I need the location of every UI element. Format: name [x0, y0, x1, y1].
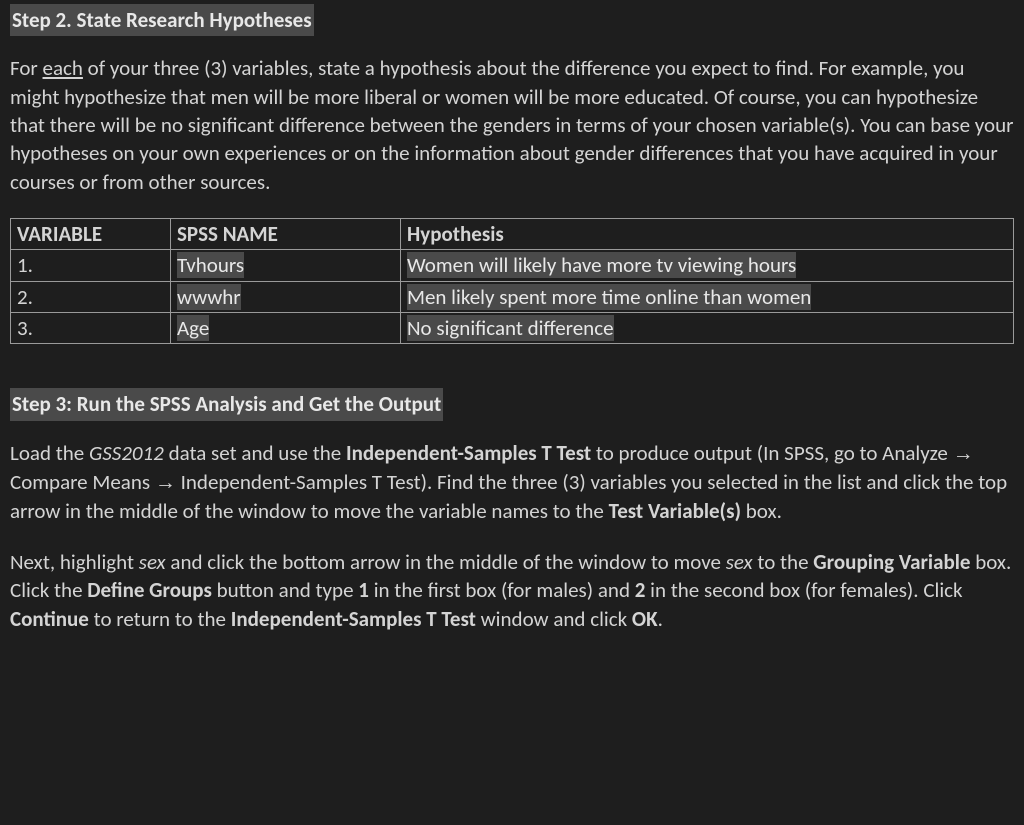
highlighted-text: Men likely spent more time online than w… [407, 284, 811, 310]
text: button and type [212, 577, 358, 603]
text: data set and use the [164, 440, 346, 466]
highlighted-text: Age [177, 315, 209, 341]
text: in the first box (for males) and [369, 577, 635, 603]
text: to return to the [89, 606, 231, 632]
cell-spss: wwwhr [171, 281, 401, 312]
cell-varnum: 1. [11, 250, 171, 281]
step2-paragraph: For each of your three (3) variables, st… [10, 54, 1014, 196]
step2-heading: Step 2. State Research Hypotheses [10, 4, 314, 36]
variables-table: VARIABLE SPSS NAME Hypothesis 1. Tvhours… [10, 218, 1014, 344]
text: . [658, 606, 663, 632]
cell-varnum: 2. [11, 281, 171, 312]
table-row: 2. wwwhr Men likely spent more time onli… [11, 281, 1014, 312]
text: in the second box (for females). Click [645, 577, 962, 603]
highlighted-text: Women will likely have more tv viewing h… [407, 252, 796, 278]
bold-define: Define Groups [87, 577, 212, 603]
bold-ok: OK [632, 606, 658, 632]
bold-isttest: Independent-Samples T Test [231, 606, 476, 632]
underlined-each: each [43, 55, 83, 81]
cell-hyp: Men likely spent more time online than w… [401, 281, 1014, 312]
col-header-variable: VARIABLE [11, 219, 171, 250]
table-header-row: VARIABLE SPSS NAME Hypothesis [11, 219, 1014, 250]
cell-hyp: Women will likely have more tv viewing h… [401, 250, 1014, 281]
step3-heading: Step 3: Run the SPSS Analysis and Get th… [10, 388, 443, 420]
text: Compare Means [10, 469, 155, 495]
bold-continue: Continue [10, 606, 89, 632]
text: to produce output (In SPSS, go to Analyz… [591, 440, 952, 466]
col-header-spss: SPSS NAME [171, 219, 401, 250]
text: to the [753, 549, 814, 575]
step3-paragraph-2: Next, highlight sex and click the bottom… [10, 548, 1014, 633]
col-header-hypothesis: Hypothesis [401, 219, 1014, 250]
highlighted-text: Tvhours [177, 252, 244, 278]
bold-isttest: Independent-Samples T Test [346, 440, 591, 466]
bold-testvars: Test Variable(s) [609, 498, 741, 524]
text: of your three (3) variables, state a hyp… [10, 55, 1013, 194]
cell-varnum: 3. [11, 313, 171, 344]
bold-two: 2 [635, 577, 646, 603]
text: For [10, 55, 43, 81]
cell-hyp: No significant difference [401, 313, 1014, 344]
text: Load the [10, 440, 89, 466]
highlighted-text: wwwhr [177, 284, 241, 310]
text: and click the bottom arrow in the middle… [166, 549, 726, 575]
cell-spss: Age [171, 313, 401, 344]
italic-sex: sex [726, 549, 753, 575]
text: box. [741, 498, 782, 524]
document-page: Step 2. State Research Hypotheses For ea… [0, 0, 1024, 675]
arrow-icon: → [155, 471, 176, 494]
cell-spss: Tvhours [171, 250, 401, 281]
arrow-icon: → [953, 442, 974, 465]
text: Next, highlight [10, 549, 139, 575]
text: window and click [476, 606, 632, 632]
table-row: 3. Age No significant difference [11, 313, 1014, 344]
table-row: 1. Tvhours Women will likely have more t… [11, 250, 1014, 281]
italic-sex: sex [139, 549, 166, 575]
italic-gss: GSS2012 [89, 440, 164, 466]
bold-groupvar: Grouping Variable [813, 549, 970, 575]
highlighted-text: No significant difference [407, 315, 614, 341]
bold-one: 1 [358, 577, 369, 603]
step3-paragraph-1: Load the GSS2012 data set and use the In… [10, 439, 1014, 526]
